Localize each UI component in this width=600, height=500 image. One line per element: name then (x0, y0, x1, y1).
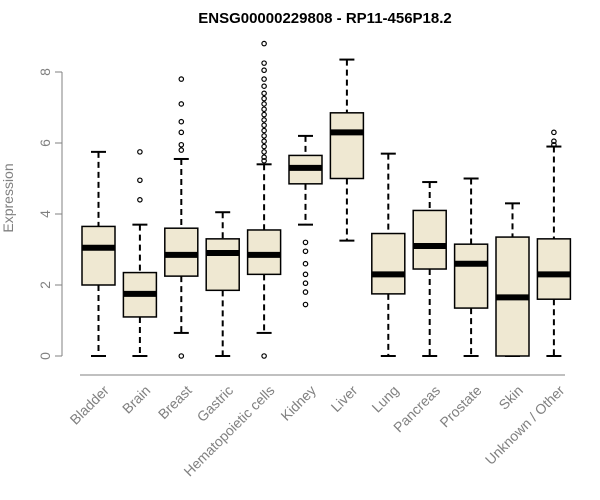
x-tick-label: Breast (155, 382, 195, 422)
iqr-box (536, 238, 572, 300)
x-tick-label: Unknown / Other (482, 382, 568, 468)
x-tick-label: Bladder (67, 382, 113, 428)
outlier-point (137, 197, 143, 203)
outlier-point (261, 122, 267, 129)
x-tick-label: Kidney (277, 382, 319, 424)
outlier-point (261, 90, 267, 97)
outlier-point (261, 143, 267, 150)
iqr-box (371, 232, 406, 295)
outlier-point (551, 129, 557, 136)
box-lung (371, 152, 406, 357)
outlier-point (178, 76, 185, 82)
outlier-point (178, 353, 185, 359)
outlier-point (261, 40, 267, 47)
outlier-point (261, 133, 267, 139)
outlier-point (261, 138, 267, 145)
outlier-point (302, 301, 309, 308)
outlier-point (261, 60, 267, 66)
box-hematopoietic-cells (246, 40, 282, 359)
y-tick-label: 2 (37, 281, 53, 289)
outlier-point (178, 141, 185, 148)
outlier-point (261, 154, 267, 161)
iqr-box (412, 209, 447, 270)
outlier-point (261, 111, 267, 118)
outlier-point (302, 289, 309, 295)
box-series (81, 40, 572, 359)
iqr-box (453, 243, 489, 309)
box-prostate (453, 177, 489, 357)
box-brain (122, 149, 158, 357)
outlier-point (261, 76, 267, 82)
outlier-point (551, 138, 557, 145)
outlier-point (302, 280, 309, 287)
box-bladder (81, 150, 116, 357)
y-tick-label: 0 (37, 352, 53, 360)
box-skin (495, 202, 530, 357)
outlier-point (137, 177, 143, 184)
y-axis-ticks: 0 2 4 6 8 (37, 68, 62, 360)
outlier-point (261, 106, 267, 113)
outlier-point (261, 353, 267, 359)
outlier-point (302, 239, 309, 246)
outlier-point (261, 157, 267, 164)
outlier-point (178, 101, 185, 107)
box-kidney (288, 134, 323, 308)
x-tick-label: Prostate (436, 382, 484, 430)
outlier-point (302, 271, 309, 278)
y-tick-label: 6 (37, 139, 53, 147)
outlier-point (261, 117, 267, 123)
outlier-point (302, 260, 309, 267)
iqr-box (81, 225, 116, 286)
box-gastric (205, 211, 240, 357)
y-tick-label: 8 (37, 68, 53, 76)
iqr-box (205, 238, 240, 292)
outlier-point (261, 101, 267, 107)
outlier-point (302, 248, 309, 255)
outlier-point (178, 118, 185, 125)
outlier-point (261, 95, 267, 102)
box-breast (164, 76, 199, 359)
box-pancreas (412, 181, 447, 357)
y-tick-label: 4 (37, 210, 53, 218)
outlier-point (551, 141, 557, 148)
box-liver (329, 58, 365, 242)
outlier-point (178, 147, 185, 153)
outlier-point (261, 67, 267, 74)
box-unknown-other (536, 129, 572, 357)
outlier-point (261, 149, 267, 155)
outlier-point (261, 83, 267, 90)
x-tick-label: Brain (119, 382, 153, 416)
chart-title: ENSG00000229808 - RP11-456P18.2 (198, 10, 452, 27)
outlier-point (178, 129, 185, 136)
outlier-point (261, 127, 267, 134)
x-tick-label: Skin (495, 382, 526, 413)
y-axis-label: Expression (0, 163, 16, 232)
x-tick-label: Lung (368, 382, 401, 415)
x-tick-label: Liver (328, 382, 361, 415)
outlier-point (137, 149, 143, 155)
iqr-box (329, 112, 365, 180)
